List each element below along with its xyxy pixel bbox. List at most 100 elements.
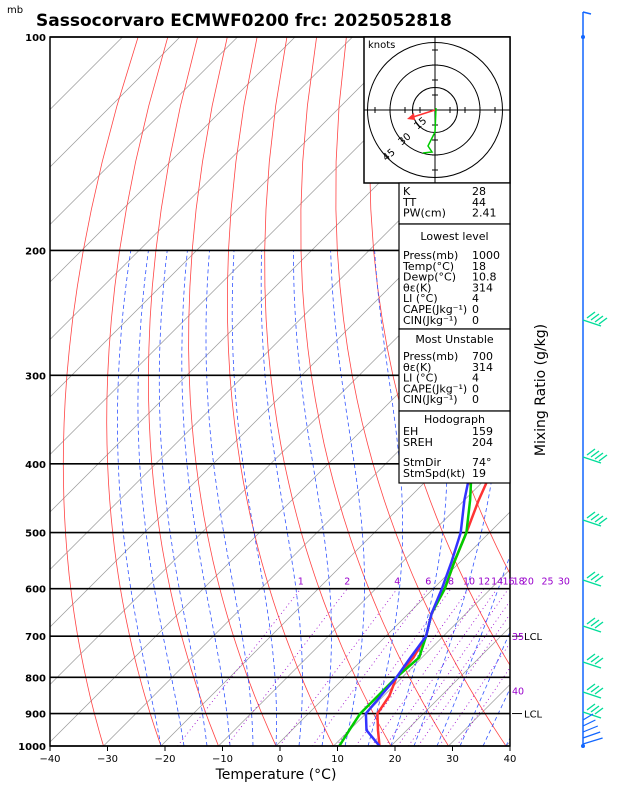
storm-motion-value: 74°	[472, 456, 492, 469]
chart-title: Sassocorvaro ECMWF0200 frc: 2025052818	[36, 11, 452, 31]
dry-adiabat-line	[555, 37, 618, 761]
wind-barb	[586, 448, 596, 456]
isotherm-line	[50, 37, 353, 340]
lowest-level-label: CAPE(Jkg⁻¹)	[403, 303, 467, 316]
lowest-level-box	[398, 223, 511, 330]
pressure-tick-label: 500	[25, 529, 46, 540]
wind-barb-shaft	[582, 625, 602, 633]
temperature-tick-label: 20	[389, 754, 402, 765]
isotherm-line	[50, 37, 411, 398]
hodograph-units: knots	[368, 40, 395, 51]
wind-barb	[594, 621, 604, 629]
hodograph-trace	[422, 107, 437, 154]
mixing-ratio-label: 4	[394, 577, 400, 588]
lcl-label: LCL	[524, 632, 543, 643]
mixing-ratio-line	[371, 588, 485, 746]
general-index-label: PW(cm)	[403, 207, 446, 220]
lowest-level-value: 18	[472, 260, 486, 273]
mixing-ratio-label: 25	[542, 577, 554, 588]
wind-barb-topdot	[581, 35, 585, 39]
pressure-tick-label: 300	[25, 371, 46, 382]
storm-motion-arrow	[407, 113, 415, 120]
wind-barb	[590, 619, 600, 627]
general-index-box	[398, 182, 511, 225]
lowest-level-label: Temp(°C)	[402, 260, 454, 273]
wind-barb	[598, 454, 608, 462]
lowest-level-label: θε(K)	[403, 281, 431, 294]
pressure-tick-label: 1000	[18, 742, 46, 753]
temperature-tick-label: −10	[212, 754, 233, 765]
general-index-value: 44	[472, 196, 486, 209]
wind-barb	[590, 313, 600, 321]
wind-barb	[594, 687, 604, 695]
moist-adiabat-line	[205, 250, 254, 746]
moist-adiabat-line	[158, 250, 208, 746]
mixing-ratio-label: 16	[502, 577, 514, 588]
dry-adiabat-line	[614, 37, 618, 761]
storm-motion-value: 19	[472, 467, 486, 480]
pressure-axis: 100 200 300 400 500 600 700 800 900 1000	[18, 33, 46, 753]
lowest-level-value: 0	[472, 314, 479, 327]
mixing-ratio-line	[385, 588, 498, 746]
most-unstable-value: 0	[472, 382, 479, 395]
theta-e-label: 35	[512, 632, 524, 643]
mixing-ratio-label: 20	[522, 577, 534, 588]
hodograph-index-value: 159	[472, 425, 493, 438]
lowest-level-label: Dewp(°C)	[403, 271, 456, 284]
dry-adiabat-line	[188, 37, 277, 746]
temperature-tick-label: −30	[97, 754, 118, 765]
mixing-ratio-line	[397, 588, 509, 746]
pressure-tick-label: 800	[25, 673, 46, 684]
moist-adiabat-line	[137, 250, 185, 746]
dry-adiabat-line	[106, 37, 169, 746]
isotherm-line	[218, 454, 510, 746]
mixing-ratio-line	[438, 642, 510, 746]
isotherm-line	[50, 224, 510, 685]
mixing-ratio-line	[311, 588, 429, 746]
lcl-label: LCL	[524, 710, 543, 721]
pressure-tick-label: 200	[25, 246, 46, 257]
wind-barb	[598, 317, 608, 325]
general-index-label: TT	[402, 196, 417, 209]
general-index-value: 28	[472, 185, 486, 198]
y-axis-label: Mixing Ratio (g/kg)	[533, 324, 549, 456]
moist-adiabat-line	[117, 250, 162, 746]
most-unstable-value: 314	[472, 361, 493, 374]
wind-barb	[586, 617, 596, 625]
temperature-tick-label: 40	[504, 754, 517, 765]
mixing-ratio-label: 1	[298, 577, 304, 588]
wind-barb-low	[582, 713, 594, 721]
temperature-tick-label: 0	[277, 754, 283, 765]
mixing-ratio-line	[355, 588, 470, 746]
mixing-ratio-label: 6	[425, 577, 431, 588]
most-unstable-label: θε(K)	[403, 361, 431, 374]
wind-barb	[598, 517, 608, 525]
wind-barb-low	[582, 731, 601, 739]
wind-barb-flag	[582, 11, 592, 15]
moist-adiabat-line	[231, 250, 277, 746]
wind-barb	[594, 575, 604, 583]
temperature-tick-label: −40	[39, 754, 60, 765]
most-unstable-label: CAPE(Jkg⁻¹)	[403, 382, 467, 395]
pressure-tick-label: 600	[25, 585, 46, 596]
most-unstable-value: 0	[472, 393, 479, 406]
pressure-tick-label: 700	[25, 632, 46, 643]
hodograph-index-value: 204	[472, 436, 493, 449]
isotherm-line	[160, 396, 510, 746]
moist-adiabat-line	[367, 250, 403, 746]
index-section-title: Hodograph	[424, 413, 485, 426]
mixing-ratio-label: 8	[448, 577, 454, 588]
wind-barb-shaft	[582, 579, 602, 587]
temperature-tick-label: 30	[446, 754, 459, 765]
wind-barb-shaft	[582, 319, 602, 327]
dry-adiabat-line	[335, 37, 507, 746]
lowest-level-value: 0	[472, 303, 479, 316]
wind-barb	[590, 685, 600, 693]
mixing-ratio-line	[226, 588, 348, 746]
most-unstable-box	[398, 328, 511, 412]
wind-barb-shaft	[582, 456, 602, 464]
hodograph-index-label: EH	[403, 425, 418, 438]
pressure-tick-label: 100	[25, 33, 46, 44]
